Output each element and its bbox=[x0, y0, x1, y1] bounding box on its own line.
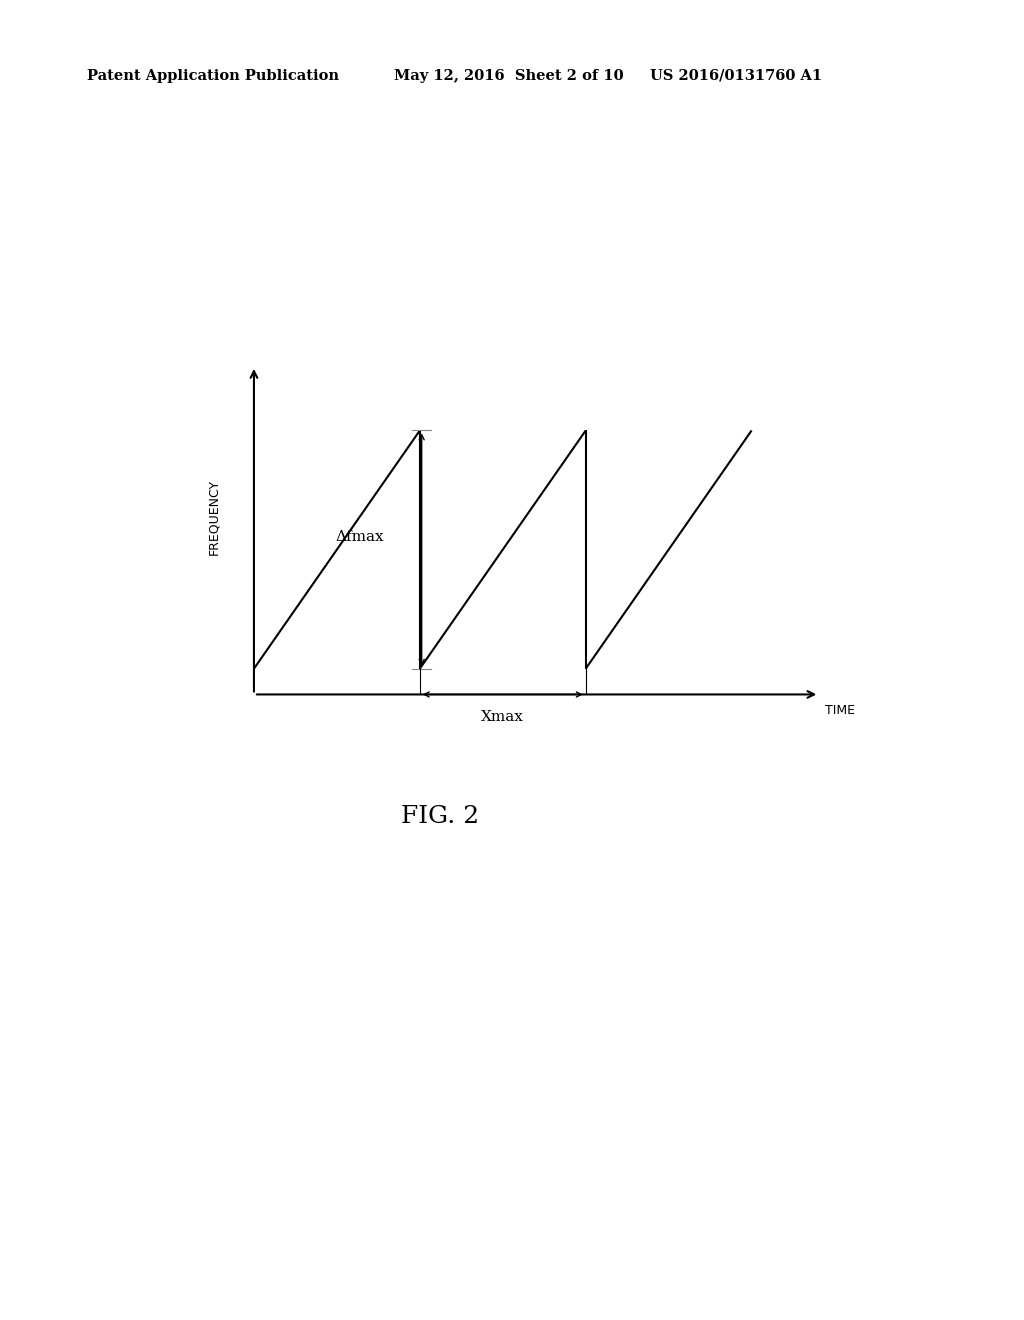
Text: Patent Application Publication: Patent Application Publication bbox=[87, 69, 339, 83]
Text: TIME: TIME bbox=[825, 704, 855, 717]
Text: Δfmax: Δfmax bbox=[336, 529, 384, 544]
Text: FREQUENCY: FREQUENCY bbox=[208, 479, 220, 556]
Text: FIG. 2: FIG. 2 bbox=[401, 805, 479, 828]
Text: May 12, 2016  Sheet 2 of 10: May 12, 2016 Sheet 2 of 10 bbox=[394, 69, 624, 83]
Text: Xmax: Xmax bbox=[481, 710, 524, 723]
Text: US 2016/0131760 A1: US 2016/0131760 A1 bbox=[650, 69, 822, 83]
